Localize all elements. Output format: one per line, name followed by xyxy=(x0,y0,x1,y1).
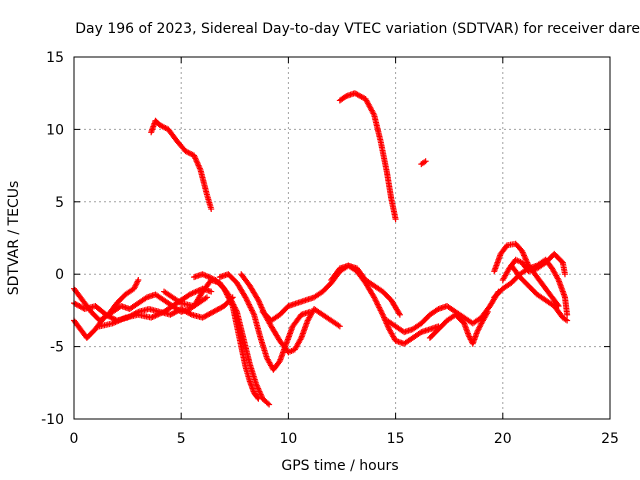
y-tick-label: 15 xyxy=(46,50,64,66)
grid xyxy=(74,57,610,419)
data-point xyxy=(564,317,571,324)
data-point xyxy=(254,394,261,401)
x-tick-label: 10 xyxy=(279,431,297,447)
x-tick-label: 15 xyxy=(387,431,405,447)
data-point xyxy=(264,400,271,407)
y-tick-label: 5 xyxy=(55,195,64,211)
series-sat-i xyxy=(191,271,262,402)
data-point xyxy=(564,311,571,318)
ticks xyxy=(73,56,611,420)
series-sat-g xyxy=(96,285,215,330)
series-sat-a xyxy=(148,117,215,213)
data-point xyxy=(422,158,429,165)
data-points xyxy=(71,90,571,408)
y-tick-label: 10 xyxy=(46,122,64,138)
y-tick-label: 0 xyxy=(55,267,64,283)
series-sat-s xyxy=(508,262,571,324)
series-sat-c xyxy=(418,158,429,168)
data-point xyxy=(208,206,215,213)
x-tick-label: 25 xyxy=(601,431,619,447)
data-point xyxy=(266,401,273,408)
y-tick-label: -5 xyxy=(50,340,64,356)
series-sat-b xyxy=(336,90,399,223)
data-point xyxy=(203,294,210,301)
data-point xyxy=(561,271,568,278)
data-point xyxy=(392,216,399,223)
data-point xyxy=(187,311,194,318)
x-tick-label: 5 xyxy=(177,431,186,447)
x-tick-label: 0 xyxy=(70,431,79,447)
data-point xyxy=(484,308,491,315)
x-tick-label: 20 xyxy=(494,431,512,447)
data-point xyxy=(396,311,403,318)
series-sat-p xyxy=(491,240,562,310)
series-sat-o xyxy=(426,308,491,347)
series-sat-m xyxy=(328,262,442,347)
data-point xyxy=(342,93,349,100)
series-sat-r xyxy=(491,256,571,318)
chart-title: Day 196 of 2023, Sidereal Day-to-day VTE… xyxy=(75,21,640,37)
data-point xyxy=(255,395,262,402)
tick-labels: 0 5 10 15 20 25 -10 -5 0 5 10 15 xyxy=(41,50,619,447)
plot-frame xyxy=(73,56,611,420)
x-axis-label: GPS time / hours xyxy=(281,458,398,474)
data-point xyxy=(336,323,343,330)
data-point xyxy=(396,310,403,317)
data-point xyxy=(135,276,142,283)
series-sat-k xyxy=(238,271,343,356)
series-sat-j xyxy=(216,271,313,373)
y-tick-label: -10 xyxy=(41,412,64,428)
series-sat-n xyxy=(384,288,502,336)
data-point xyxy=(558,258,565,265)
data-point xyxy=(208,288,215,295)
y-axis-label: SDTVAR / TECUs xyxy=(6,181,22,296)
